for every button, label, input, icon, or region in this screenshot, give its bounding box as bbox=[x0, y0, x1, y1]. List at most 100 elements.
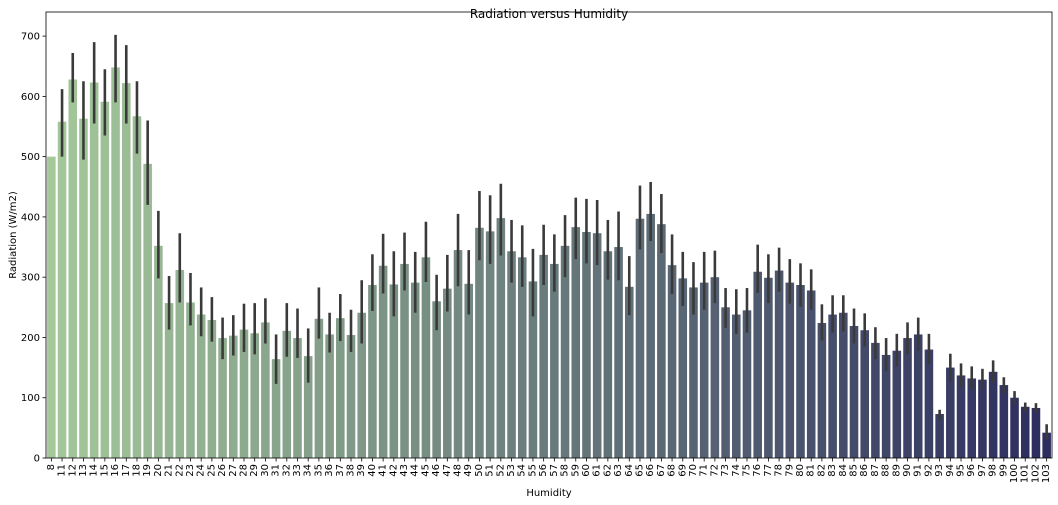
bar bbox=[432, 301, 441, 458]
x-tick-label: 64 bbox=[624, 464, 635, 477]
bar bbox=[871, 342, 880, 458]
x-tick-label: 91 bbox=[913, 464, 924, 477]
x-tick-label: 70 bbox=[688, 464, 699, 477]
bar bbox=[68, 79, 78, 458]
x-tick-label: 88 bbox=[881, 464, 892, 477]
bar bbox=[314, 318, 324, 458]
x-tick-label: 47 bbox=[442, 464, 453, 477]
x-tick-label: 54 bbox=[517, 464, 528, 477]
bar bbox=[603, 251, 613, 458]
bar bbox=[999, 385, 1009, 458]
bar bbox=[699, 282, 709, 458]
x-tick-label: 15 bbox=[99, 464, 110, 477]
x-tick-label: 45 bbox=[420, 464, 431, 477]
x-tick-label: 17 bbox=[121, 464, 132, 477]
x-tick-label: 62 bbox=[602, 464, 613, 477]
bar bbox=[721, 307, 730, 458]
x-tick-label: 92 bbox=[923, 464, 934, 477]
x-tick-label: 41 bbox=[378, 464, 389, 477]
bar bbox=[229, 335, 238, 458]
x-tick-label: 85 bbox=[849, 464, 860, 477]
x-tick-label: 69 bbox=[677, 464, 688, 477]
x-tick-label: 102 bbox=[1030, 464, 1041, 483]
x-tick-label: 22 bbox=[174, 464, 185, 477]
x-tick-label: 58 bbox=[560, 464, 571, 477]
x-tick-label: 13 bbox=[78, 464, 89, 477]
bar bbox=[250, 333, 259, 458]
bar bbox=[539, 254, 548, 458]
bar bbox=[839, 312, 848, 458]
bar bbox=[828, 314, 837, 458]
bar bbox=[282, 330, 292, 458]
x-tick-label: 87 bbox=[870, 464, 881, 477]
bar bbox=[646, 213, 655, 458]
bar bbox=[79, 118, 88, 459]
x-tick-label: 23 bbox=[185, 464, 196, 477]
x-tick-label: 74 bbox=[731, 464, 742, 477]
x-tick-label: 63 bbox=[613, 464, 624, 477]
bar bbox=[410, 282, 420, 458]
x-tick-label: 11 bbox=[57, 464, 68, 477]
bar bbox=[346, 335, 356, 458]
x-tick-label: 40 bbox=[367, 464, 378, 477]
x-tick-label: 66 bbox=[645, 464, 656, 477]
bar bbox=[517, 257, 527, 458]
x-tick-label: 12 bbox=[67, 464, 78, 477]
x-tick-label: 77 bbox=[763, 464, 774, 477]
x-tick-label: 51 bbox=[485, 464, 496, 477]
x-tick-label: 59 bbox=[570, 464, 581, 477]
bar bbox=[946, 367, 955, 458]
bar bbox=[785, 282, 795, 458]
x-tick-label: 76 bbox=[752, 464, 763, 477]
x-tick-label: 68 bbox=[667, 464, 678, 477]
bar bbox=[303, 356, 313, 458]
x-tick-label: 89 bbox=[891, 464, 902, 477]
chart-title: Radiation versus Humidity bbox=[470, 7, 628, 21]
bars-group bbox=[47, 67, 1051, 459]
x-tick-label: 44 bbox=[410, 464, 421, 477]
x-tick-label: 84 bbox=[838, 464, 849, 477]
x-tick-label: 35 bbox=[313, 464, 324, 477]
x-tick-label: 100 bbox=[1009, 464, 1020, 483]
bar bbox=[892, 350, 902, 458]
x-tick-label: 96 bbox=[966, 464, 977, 477]
x-tick-label: 97 bbox=[977, 464, 988, 477]
y-tick-label: 300 bbox=[21, 273, 40, 284]
x-tick-label: 98 bbox=[988, 464, 999, 477]
bar bbox=[913, 334, 923, 458]
bar bbox=[571, 227, 581, 458]
x-tick-label: 46 bbox=[431, 464, 442, 477]
bar bbox=[239, 329, 249, 458]
bar bbox=[121, 83, 131, 459]
x-tick-label: 93 bbox=[934, 464, 945, 477]
x-axis-label: Humidity bbox=[526, 488, 571, 499]
x-tick-label: 42 bbox=[388, 464, 399, 477]
x-tick-label: 30 bbox=[260, 464, 271, 477]
bar bbox=[689, 287, 698, 458]
x-tick-label: 48 bbox=[453, 464, 464, 477]
x-tick-label: 78 bbox=[774, 464, 785, 477]
x-tick-label: 61 bbox=[592, 464, 603, 477]
x-tick-label: 36 bbox=[324, 464, 335, 477]
x-tick-label: 52 bbox=[495, 464, 506, 477]
bar bbox=[742, 310, 752, 458]
bar bbox=[507, 251, 516, 458]
x-tick-label: 32 bbox=[281, 464, 292, 477]
x-tick-label: 31 bbox=[271, 464, 282, 477]
x-tick-label: 79 bbox=[784, 464, 795, 477]
x-axis: 8 11 12 13 14 15 16 17 18 19 20 21 22 23 24 25 26 27 28 29 3… bbox=[46, 458, 1052, 483]
bar bbox=[143, 163, 152, 458]
y-tick-label: 100 bbox=[21, 393, 40, 404]
x-tick-label: 94 bbox=[945, 464, 956, 477]
bar bbox=[614, 247, 623, 458]
bar bbox=[57, 121, 67, 458]
bar bbox=[1010, 397, 1019, 458]
x-tick-label: 83 bbox=[827, 464, 838, 477]
bar bbox=[400, 263, 409, 458]
bar bbox=[774, 270, 784, 458]
x-tick-label: 50 bbox=[474, 464, 485, 477]
error-bars-group bbox=[60, 34, 1048, 440]
x-tick-label: 53 bbox=[506, 464, 517, 477]
y-tick-label: 500 bbox=[21, 152, 40, 163]
